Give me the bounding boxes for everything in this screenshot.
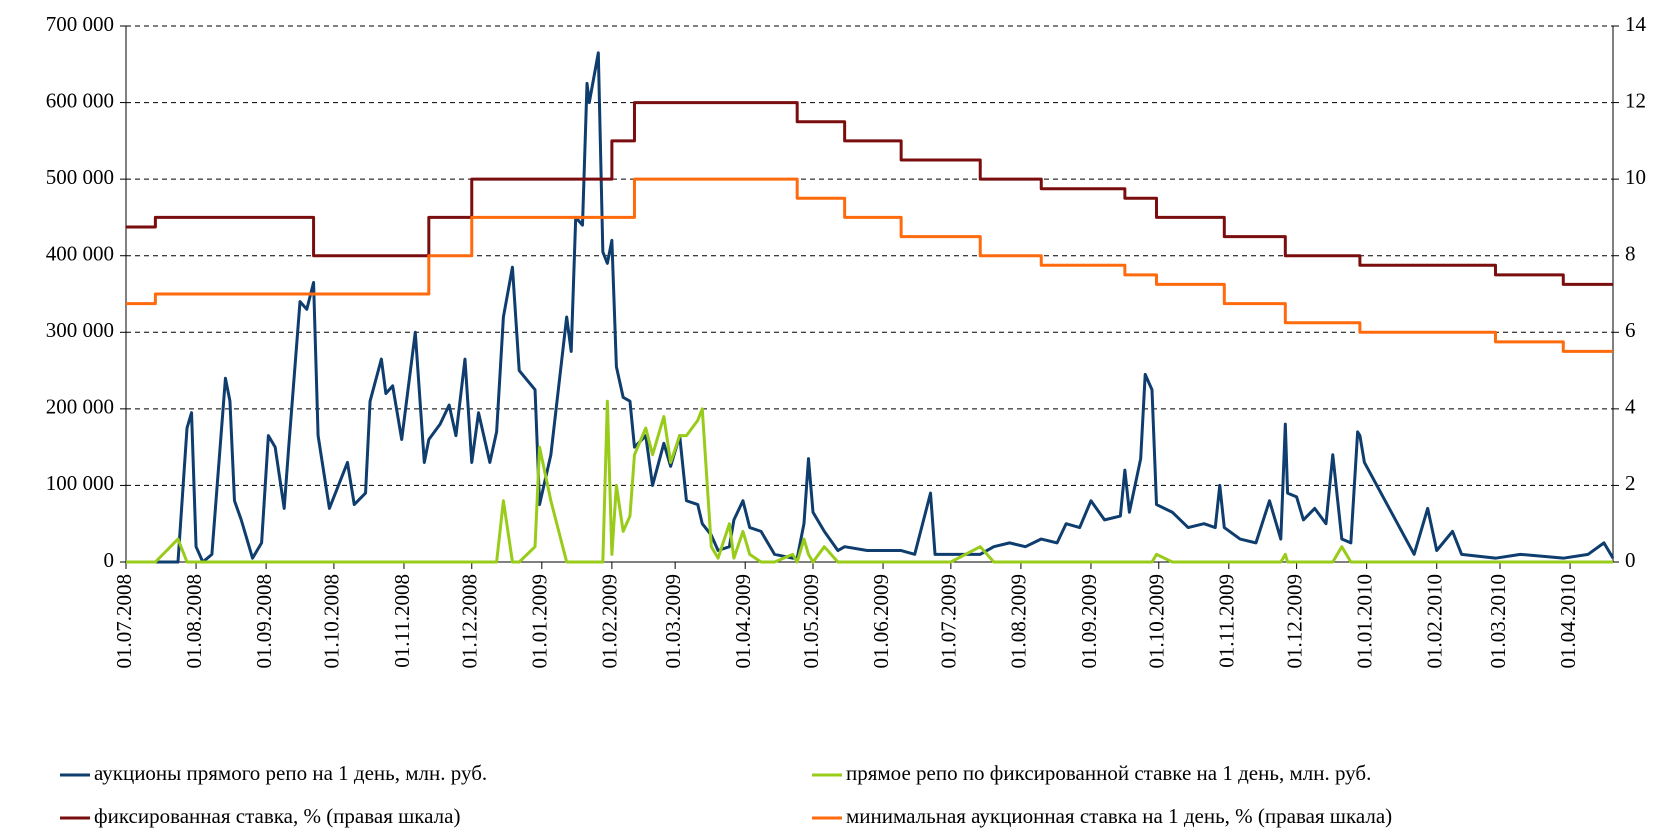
y-tick-label: 500 000	[46, 165, 114, 189]
x-tick-label: 01.08.2009	[1007, 574, 1031, 669]
y-tick-label: 200 000	[46, 395, 114, 419]
y-tick-label: 100 000	[46, 471, 114, 495]
y2-tick-label: 12	[1625, 88, 1646, 112]
series-line	[126, 177, 1613, 353]
series-line	[126, 51, 1615, 564]
x-tick-label: 01.03.2010	[1486, 574, 1510, 669]
y2-tick-label: 2	[1625, 471, 1636, 495]
x-tick-label: 01.02.2010	[1423, 574, 1447, 669]
x-tick-label: 01.09.2008	[252, 574, 276, 669]
y2-tick-label: 6	[1625, 318, 1636, 342]
x-tick-label: 01.12.2009	[1282, 574, 1306, 669]
series-line	[126, 101, 1613, 286]
y2-tick-label: 8	[1625, 242, 1636, 266]
x-tick-label: 01.10.2008	[320, 574, 344, 669]
x-tick-label: 01.03.2009	[661, 574, 685, 669]
legend-label: минимальная аукционная ставка на 1 день,…	[846, 804, 1392, 828]
x-tick-label: 01.09.2009	[1077, 574, 1101, 669]
y2-tick-label: 10	[1625, 165, 1646, 189]
x-tick-label: 01.01.2010	[1352, 574, 1376, 669]
legend-label: прямое репо по фиксированной ставке на 1…	[846, 761, 1371, 785]
x-tick-label: 01.08.2008	[182, 574, 206, 669]
x-tick-label: 01.07.2009	[937, 574, 961, 669]
x-tick-label: 01.10.2009	[1145, 574, 1169, 669]
legend-label: фиксированная ставка, % (правая шкала)	[94, 804, 460, 828]
y2-tick-label: 4	[1625, 395, 1636, 419]
y2-tick-label: 14	[1625, 12, 1647, 36]
y-tick-label: 700 000	[46, 12, 114, 36]
series-line	[126, 399, 1613, 564]
x-tick-label: 01.04.2010	[1556, 574, 1580, 669]
y-tick-label: 400 000	[46, 242, 114, 266]
x-tick-label: 01.11.2008	[390, 574, 414, 668]
y-tick-label: 0	[104, 548, 115, 572]
x-tick-label: 01.07.2008	[112, 574, 136, 669]
y-tick-label: 300 000	[46, 318, 114, 342]
x-tick-label: 01.02.2009	[598, 574, 622, 669]
x-tick-label: 01.11.2009	[1215, 574, 1239, 668]
x-tick-label: 01.04.2009	[731, 574, 755, 669]
x-tick-label: 01.12.2008	[458, 574, 482, 669]
y2-tick-label: 0	[1625, 548, 1636, 572]
x-tick-label: 01.06.2009	[869, 574, 893, 669]
legend-label: аукционы прямого репо на 1 день, млн. ру…	[94, 761, 487, 785]
y-tick-label: 600 000	[46, 88, 114, 112]
x-tick-label: 01.05.2009	[799, 574, 823, 669]
x-tick-label: 01.01.2009	[528, 574, 552, 669]
